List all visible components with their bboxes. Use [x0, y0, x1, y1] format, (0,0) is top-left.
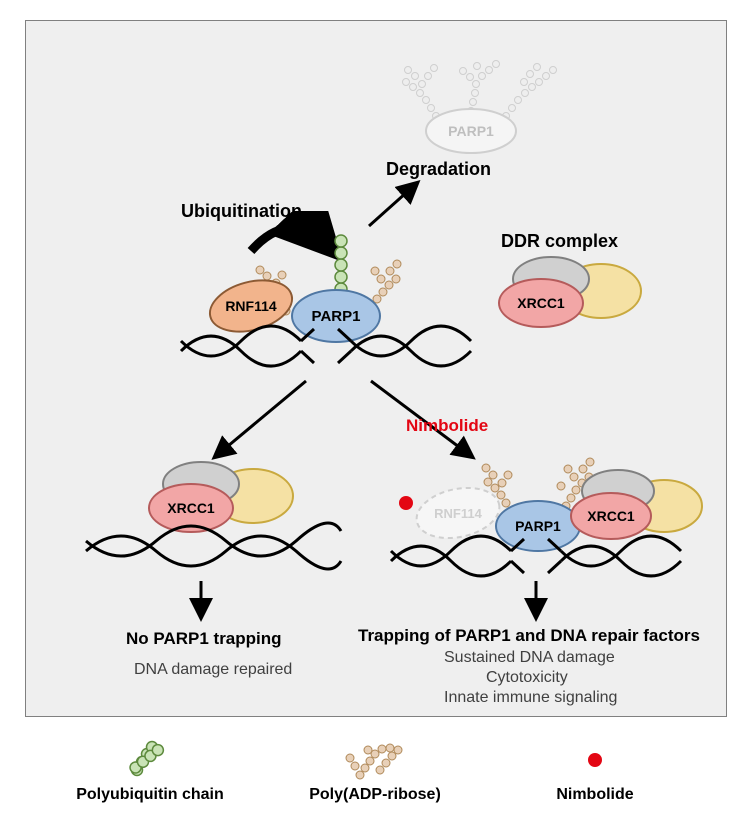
legend-nimb: Nimbolide	[530, 740, 660, 804]
legend-nimb-text: Nimbolide	[530, 786, 660, 804]
arrow-left-down	[181, 576, 221, 626]
degraded-parp1: PARP1	[376, 46, 606, 166]
ub-chain-center	[335, 235, 347, 295]
ddr-label: DDR complex	[501, 231, 618, 252]
rnf114-faded-label: RNF114	[434, 506, 482, 521]
legend-par-text: Poly(ADP-ribose)	[290, 786, 460, 804]
nimbolide-dot	[399, 496, 413, 510]
right-sub1: Sustained DNA damage	[444, 649, 615, 667]
rnf114-label: RNF114	[225, 298, 277, 314]
right-outcome: RNF114 PARP1	[366, 441, 716, 591]
legend: Polyubiquitin chain Poly(ADP-ribose) Nim…	[25, 740, 725, 810]
legend-ub: Polyubiquitin chain	[65, 740, 235, 804]
right-title: Trapping of PARP1 and DNA repair factors	[358, 626, 700, 646]
parp1-right-label: PARP1	[515, 518, 561, 534]
diagram-panel: PARP1 Degradation Ubiquitination DDR com…	[25, 20, 727, 717]
right-sub2: Cytotoxicity	[486, 669, 568, 687]
left-outcome: XRCC1	[71, 456, 351, 576]
left-sub: DNA damage repaired	[134, 661, 292, 679]
ddr-complex: XRCC1	[481, 251, 661, 331]
figure-frame: PARP1 Degradation Ubiquitination DDR com…	[0, 0, 750, 824]
xrcc1-label-left: XRCC1	[167, 500, 215, 516]
parp1-label-center: PARP1	[312, 308, 361, 325]
left-title: No PARP1 trapping	[126, 629, 282, 649]
arrow-degradation	[361, 176, 431, 236]
central-complex: RNF114 PARP1	[156, 211, 496, 391]
legend-ub-text: Polyubiquitin chain	[65, 786, 235, 804]
legend-par: Poly(ADP-ribose)	[290, 740, 460, 804]
xrcc1-label-ddr: XRCC1	[517, 295, 565, 311]
arrow-right-down	[516, 576, 556, 626]
parp1-label-faded: PARP1	[448, 123, 494, 139]
nimbolide-label: Nimbolide	[406, 416, 488, 436]
right-sub3: Innate immune signaling	[444, 689, 617, 707]
xrcc1-right-label: XRCC1	[587, 508, 635, 524]
